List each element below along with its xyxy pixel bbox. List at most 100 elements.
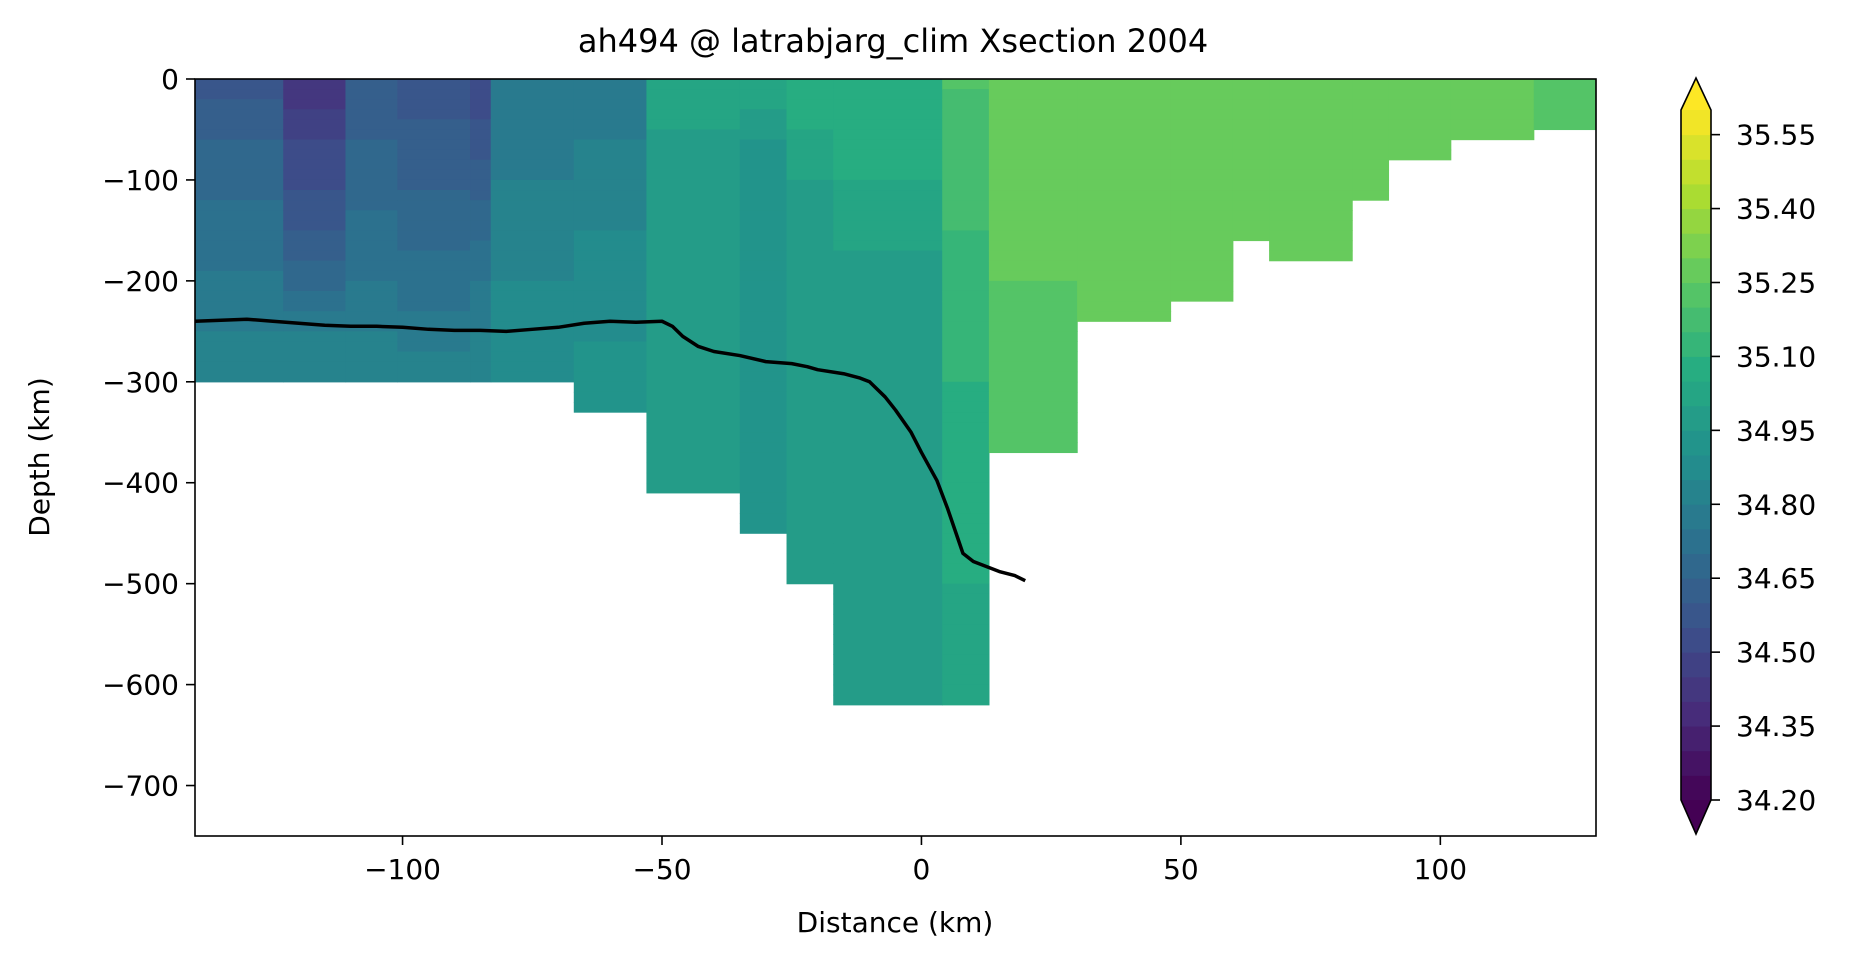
field-cell — [490, 200, 575, 211]
field-cell — [942, 220, 990, 231]
field-cell — [942, 573, 990, 585]
field-cell — [786, 240, 834, 252]
colorbar-extend-max — [1681, 78, 1711, 110]
field-cell — [345, 260, 398, 272]
field-cell — [1170, 190, 1234, 201]
field-cell — [833, 280, 943, 292]
field-cell — [646, 250, 741, 262]
colorbar-level — [1681, 208, 1711, 234]
field-cell — [1352, 159, 1390, 171]
field-cell — [786, 371, 834, 383]
field-cell — [283, 250, 347, 262]
field-cell — [988, 260, 1078, 272]
field-cell — [1232, 179, 1270, 191]
field-cell — [942, 159, 990, 171]
field-cell — [1170, 230, 1234, 242]
field-cell — [573, 250, 648, 262]
field-cell — [283, 351, 347, 363]
field-column — [1352, 79, 1390, 201]
field-cell — [345, 179, 398, 191]
field-cell — [397, 290, 471, 302]
field-cell — [786, 109, 834, 120]
field-cell — [1170, 179, 1234, 191]
field-cell — [646, 482, 741, 494]
field-cell — [786, 502, 834, 514]
colorbar-level — [1681, 282, 1711, 308]
field-cell — [397, 260, 471, 272]
field-cell — [573, 361, 648, 373]
field-cell — [470, 99, 492, 110]
field-cell — [195, 341, 284, 353]
field-cell — [283, 210, 347, 221]
field-cell — [470, 351, 492, 363]
colorbar-tick-label: 34.95 — [1736, 414, 1816, 447]
field-cell — [942, 452, 990, 464]
field-column — [833, 79, 943, 706]
x-axis: −100 −50 0 50 100 — [364, 836, 1467, 886]
field-cell — [942, 321, 990, 332]
field-cell — [739, 351, 788, 363]
field-cell — [646, 341, 741, 353]
field-cell — [283, 89, 347, 100]
field-cell — [942, 210, 990, 221]
field-cell — [345, 371, 398, 383]
field-cell — [573, 381, 648, 393]
field-cell — [195, 270, 284, 282]
field-cell — [397, 240, 471, 252]
field-cell — [1170, 260, 1234, 272]
field-cell — [283, 361, 347, 373]
field-cell — [195, 311, 284, 322]
field-cell — [345, 139, 398, 151]
field-column — [988, 79, 1078, 454]
field-cell — [283, 371, 347, 383]
field-cell — [1232, 109, 1270, 120]
field-cell — [988, 79, 1078, 90]
field-cell — [646, 290, 741, 302]
colorbar-level — [1681, 602, 1711, 628]
field-cell — [195, 179, 284, 191]
field-cell — [573, 119, 648, 131]
colorbar-level — [1681, 159, 1711, 185]
field-cell — [345, 119, 398, 131]
field-cell — [1269, 169, 1353, 181]
field-cell — [786, 119, 834, 131]
field-cell — [470, 361, 492, 373]
field-cell — [1077, 210, 1172, 221]
field-cell — [283, 129, 347, 141]
field-cell — [833, 513, 943, 524]
colorbar-level — [1681, 726, 1711, 752]
field-cell — [739, 331, 788, 343]
field-cell — [490, 240, 575, 252]
field-cell — [470, 240, 492, 252]
field-cell — [573, 99, 648, 110]
field-cell — [833, 321, 943, 332]
field-cell — [988, 230, 1078, 242]
field-cell — [1170, 159, 1234, 171]
field-cell — [490, 250, 575, 262]
field-cell — [942, 664, 990, 676]
field-cell — [739, 230, 788, 242]
field-cell — [573, 240, 648, 252]
field-cell — [739, 270, 788, 282]
field-cell — [786, 422, 834, 433]
field-cell — [833, 99, 943, 110]
field-cell — [739, 240, 788, 252]
field-cell — [397, 119, 471, 131]
field-cell — [646, 462, 741, 474]
field-cell — [942, 381, 990, 393]
field-cell — [942, 119, 990, 131]
field-cell — [345, 200, 398, 211]
field-cell — [942, 331, 990, 343]
field-cell — [490, 129, 575, 141]
field-cell — [573, 129, 648, 141]
field-cell — [786, 462, 834, 474]
colorbar-level — [1681, 331, 1711, 357]
field-cell — [573, 290, 648, 302]
field-cell — [786, 200, 834, 211]
field-cell — [786, 472, 834, 484]
field-cell — [470, 169, 492, 181]
field-cell — [833, 624, 943, 635]
field-cell — [1232, 119, 1270, 131]
field-cell — [195, 169, 284, 181]
field-cell — [646, 230, 741, 242]
